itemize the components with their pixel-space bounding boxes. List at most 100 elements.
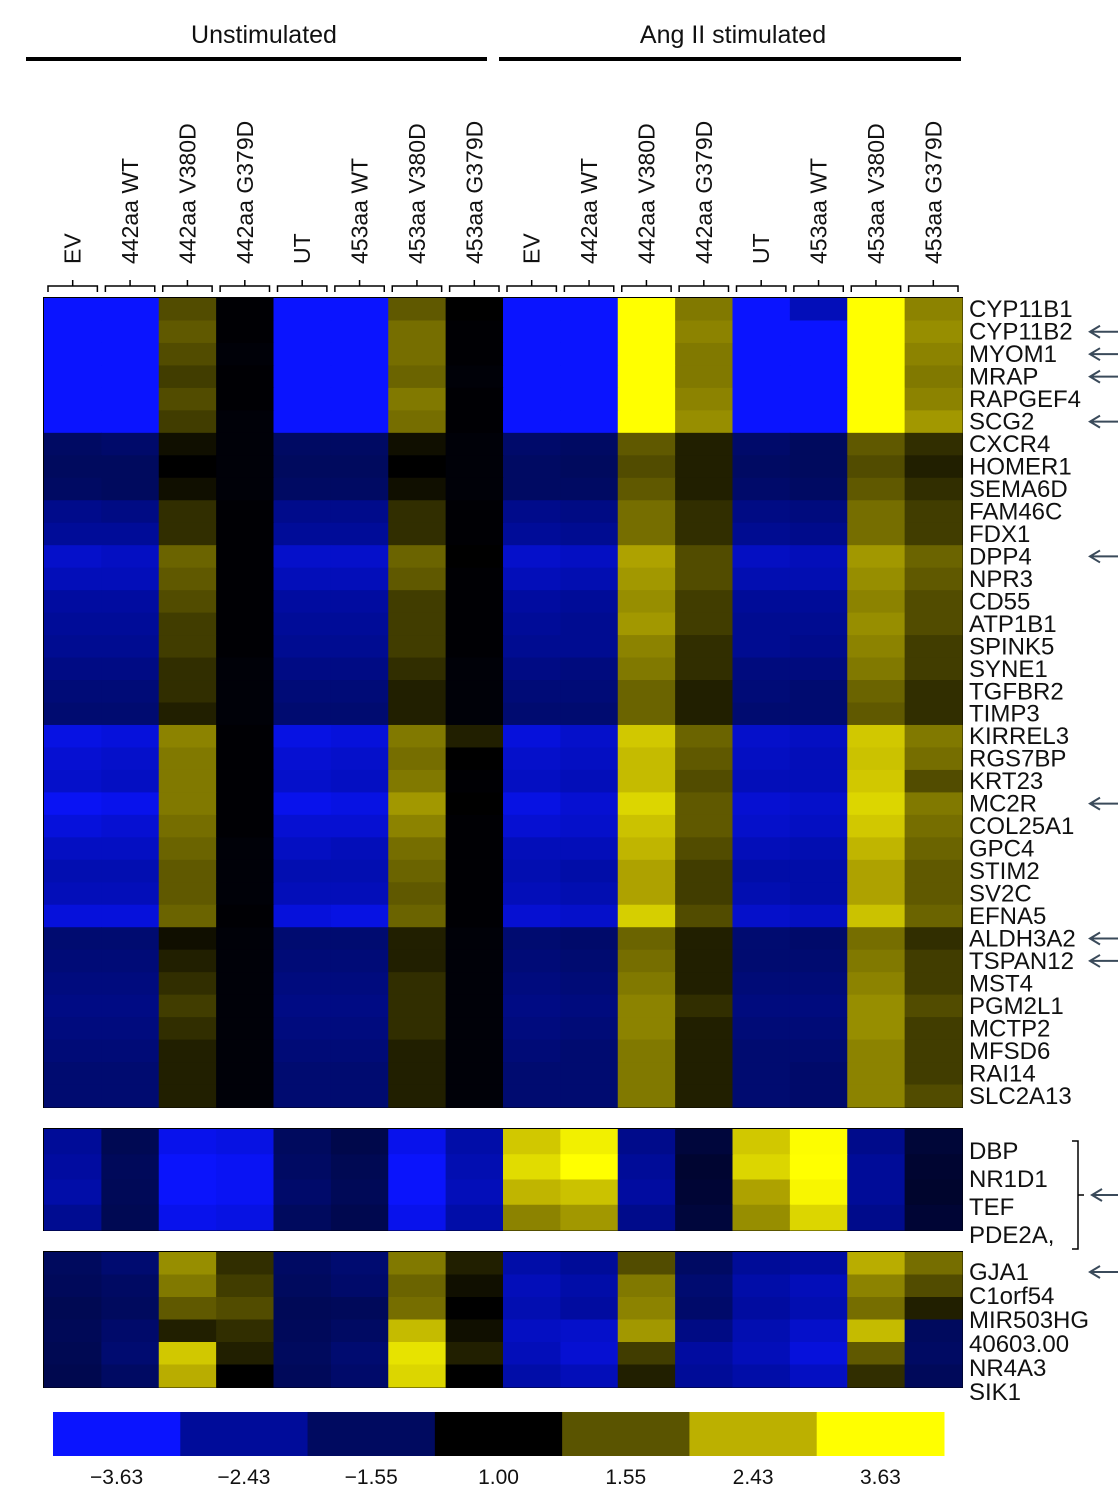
heatmap-cell [560, 1204, 619, 1231]
heatmap-cell [503, 927, 561, 951]
heatmap-cell [560, 387, 619, 411]
heatmap-cell [503, 859, 561, 883]
heatmap-cell [847, 567, 906, 591]
heatmap-cell [44, 792, 102, 816]
heatmap-cell [560, 1129, 619, 1155]
gene-label-aldh3a2: ALDH3A2 [969, 926, 1076, 953]
heatmap-cell [101, 567, 160, 591]
heatmap-cell [503, 904, 561, 928]
heatmap-cell [273, 342, 332, 367]
heatmap-cell [789, 612, 848, 636]
heatmap-cell [445, 522, 504, 546]
heatmap-cell [617, 1274, 676, 1298]
heatmap-cell [560, 837, 619, 861]
heatmap-cell [158, 769, 217, 793]
heatmap-cell [158, 387, 217, 411]
heatmap-cell [675, 882, 734, 906]
heatmap-cell [445, 1364, 504, 1388]
heatmap-cell [44, 724, 102, 749]
heatmap-cell [101, 657, 160, 681]
legend-swatch [434, 1412, 563, 1456]
heatmap-cell [617, 882, 676, 906]
heatmap-cell [847, 1297, 906, 1321]
heatmap-cell [503, 320, 561, 344]
condition-bracket [563, 280, 615, 292]
heatmap-cell [789, 522, 848, 546]
heatmap-cell [847, 814, 906, 838]
heatmap-cell [560, 1342, 619, 1366]
heatmap-cell [388, 1017, 447, 1041]
heatmap-cell [330, 567, 389, 591]
heatmap-cell [388, 882, 447, 906]
heatmap-cell [847, 724, 906, 749]
heatmap-cell [560, 1179, 619, 1206]
gene-label-syne1: SYNE1 [969, 656, 1048, 683]
condition-label-unstim-453aa-g379d: 453aa G379D [461, 121, 487, 264]
heatmap-cell [560, 1274, 619, 1298]
heatmap-cell [273, 365, 332, 389]
heatmap-cell [617, 1062, 676, 1086]
heatmap-cell [273, 1252, 332, 1276]
heatmap-cell [273, 927, 332, 951]
heatmap-cell [904, 657, 963, 681]
heatmap-cell [158, 814, 217, 838]
heatmap-cell [445, 724, 504, 749]
heatmap-cell [904, 298, 963, 322]
heatmap-cell [617, 837, 676, 861]
heatmap-cell [503, 567, 561, 591]
condition-bracket [850, 280, 902, 292]
heatmap-cell [273, 432, 332, 456]
heatmap-cell [847, 1084, 906, 1108]
heatmap-cell [847, 769, 906, 793]
heatmap-cell [330, 1364, 389, 1388]
heatmap-cell [675, 1252, 734, 1276]
heatmap-cell [789, 1129, 848, 1155]
heatmap-cell [503, 724, 561, 749]
heatmap-cell [101, 1342, 160, 1366]
highlight-arrow [1090, 1188, 1118, 1202]
heatmap-cell [904, 612, 963, 636]
heatmap-cell [560, 724, 619, 749]
heatmap-cell [158, 1342, 217, 1366]
heatmap-cell [732, 1084, 791, 1108]
heatmap-cell [158, 724, 217, 749]
heatmap-cell [732, 298, 791, 322]
heatmap-cell [732, 590, 791, 614]
heatmap-cell [273, 1274, 332, 1298]
heatmap-cell [216, 1039, 275, 1063]
heatmap-cell [789, 455, 848, 479]
heatmap-cell [617, 500, 676, 524]
heatmap-cell [330, 1062, 389, 1086]
heatmap-cell [273, 702, 332, 726]
heatmap-cell [273, 1084, 332, 1108]
heatmap-cell [617, 477, 676, 501]
heatmap-cell [158, 1129, 217, 1155]
heatmap-cell [44, 994, 102, 1018]
heatmap-cell [789, 635, 848, 659]
heatmap-cell [388, 1252, 447, 1276]
legend-tick-label: −3.63 [90, 1466, 143, 1489]
heatmap-cell [330, 680, 389, 704]
heatmap-cell [847, 792, 906, 816]
heatmap-cell [732, 477, 791, 501]
heatmap-cell [158, 882, 217, 906]
heatmap-cell [847, 612, 906, 636]
heatmap-cell [732, 657, 791, 681]
heatmap-cell [503, 1204, 561, 1231]
heatmap-cell [789, 567, 848, 591]
heatmap-cell [44, 747, 102, 771]
heatmap-cell [904, 635, 963, 659]
heatmap-cell [847, 1342, 906, 1366]
group-label-unstimulated: Unstimulated [191, 21, 337, 49]
condition-label-unstim-442aa-wt: 442aa WT [117, 158, 143, 264]
heatmap-cell [273, 1297, 332, 1321]
heatmap-cell [503, 410, 561, 434]
heatmap-cell [330, 1297, 389, 1321]
heatmap-cell [44, 590, 102, 614]
heatmap-cell [789, 1062, 848, 1086]
heatmap-cell [675, 1204, 734, 1231]
heatmap-cell [101, 1319, 160, 1343]
heatmap-cell [732, 680, 791, 704]
legend-swatch [180, 1412, 309, 1456]
